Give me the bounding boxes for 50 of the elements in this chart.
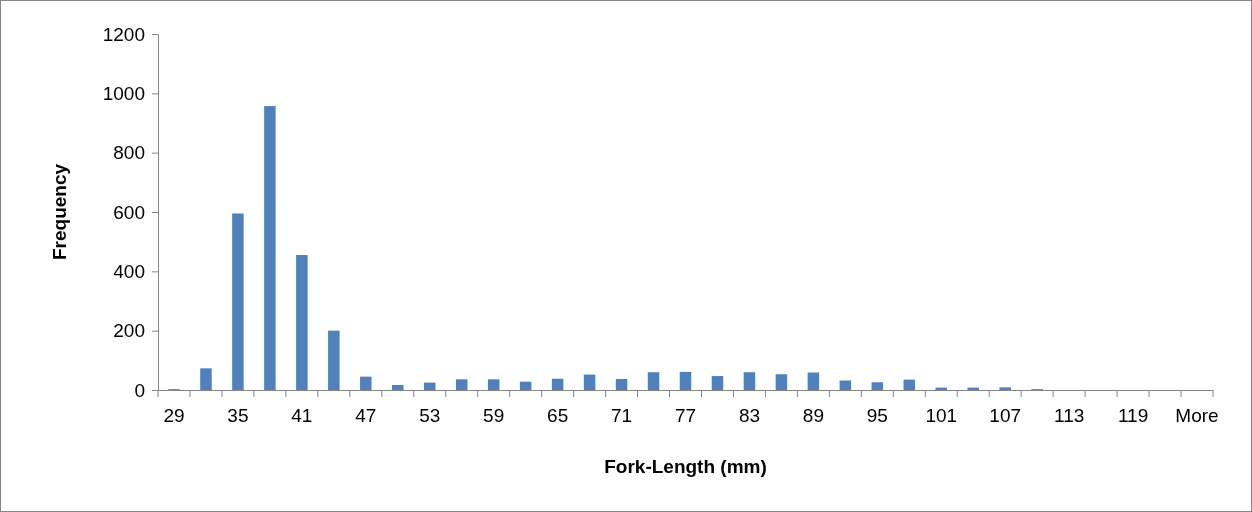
x-axis-title: Fork-Length (mm) xyxy=(604,456,767,477)
y-tick-label: 0 xyxy=(134,379,145,401)
x-tick-label: 77 xyxy=(674,404,697,426)
bar xyxy=(519,381,532,390)
y-tick-label: 1000 xyxy=(102,82,145,104)
x-tick-label: 47 xyxy=(355,404,377,426)
x-tick-label: 59 xyxy=(483,404,505,426)
x-tick-label: 107 xyxy=(989,404,1022,426)
bar xyxy=(264,106,276,390)
y-tick-label: 400 xyxy=(113,260,145,282)
bar xyxy=(679,371,692,390)
bar xyxy=(999,387,1011,390)
bar xyxy=(615,379,628,390)
y-tick-label: 600 xyxy=(113,201,145,223)
bar xyxy=(711,376,724,390)
bar xyxy=(807,372,820,390)
y-tick-label: 200 xyxy=(113,320,145,342)
x-tick-label: 95 xyxy=(866,404,888,426)
bar xyxy=(903,379,916,390)
y-axis-title: Frequency xyxy=(49,163,70,261)
bar xyxy=(423,382,436,390)
y-tick-label: 800 xyxy=(113,142,145,164)
x-tick-label: 65 xyxy=(547,404,569,426)
bar xyxy=(839,380,852,390)
x-tick-label: 29 xyxy=(163,404,185,426)
bar xyxy=(775,374,788,390)
x-tick-label: 101 xyxy=(925,404,958,426)
bar xyxy=(360,376,372,390)
x-tick-label: 119 xyxy=(1117,404,1149,426)
y-tick-label: 1200 xyxy=(102,23,145,45)
x-tick-label: 35 xyxy=(227,404,249,426)
x-tick-label: More xyxy=(1175,404,1219,426)
bar xyxy=(871,382,884,390)
bar xyxy=(296,255,308,390)
x-tick-label: 71 xyxy=(610,404,633,426)
bar xyxy=(583,374,596,390)
bar xyxy=(328,330,340,390)
x-tick-label: 41 xyxy=(291,404,313,426)
x-tick-label: 113 xyxy=(1053,404,1085,426)
bar xyxy=(647,372,660,390)
bar xyxy=(487,379,500,390)
bar xyxy=(743,372,756,390)
bar xyxy=(200,368,212,390)
x-tick-label: 89 xyxy=(802,404,824,426)
bar xyxy=(232,213,244,390)
x-tick-label: 83 xyxy=(738,404,761,426)
bar xyxy=(455,379,468,390)
bar xyxy=(551,378,564,390)
bar xyxy=(392,384,404,390)
x-tick-label: 53 xyxy=(419,404,441,426)
